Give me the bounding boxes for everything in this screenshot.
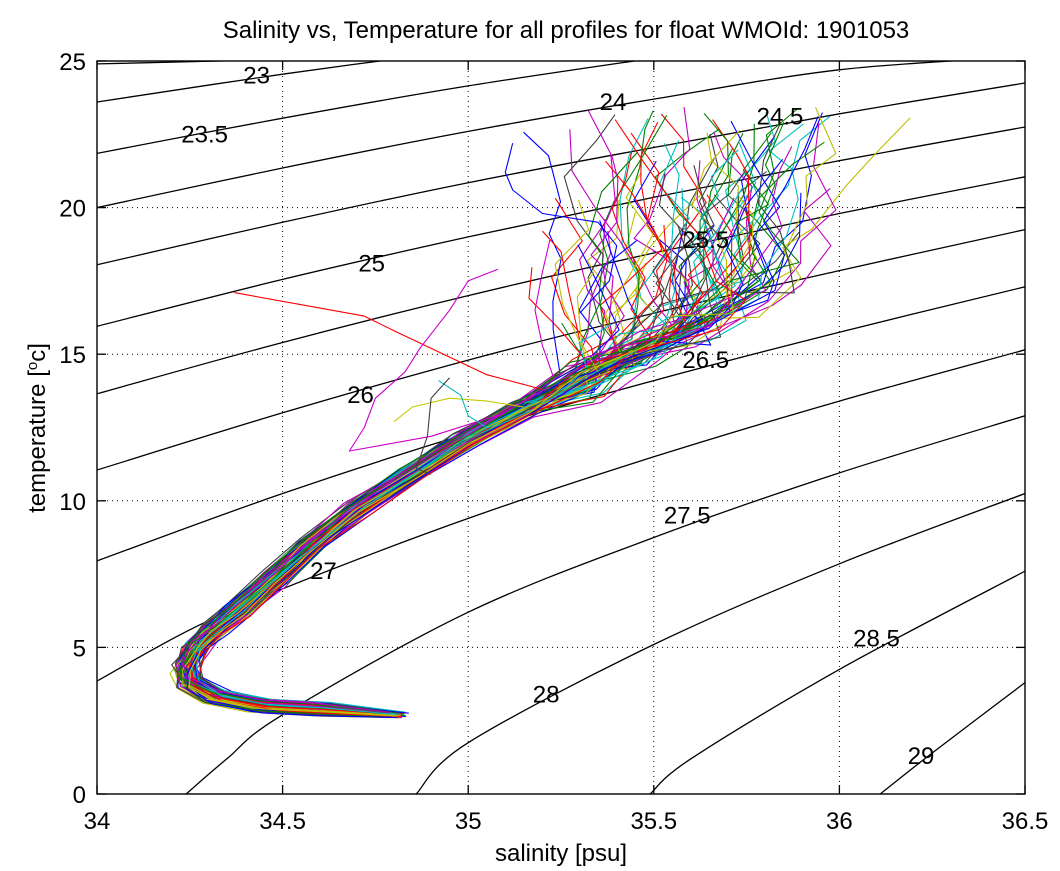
density-contour-24.5 [97,61,961,209]
profile-branches [234,142,618,475]
contour-label: 28 [533,681,560,708]
profile-branch [541,230,581,340]
profile-line [186,158,784,719]
profile-line [194,119,747,718]
density-contours [97,61,1025,794]
x-tick-label: 36 [826,808,853,835]
contour-label: 27.5 [664,502,711,529]
y-tick-label: 10 [59,489,86,516]
y-axis-label-prefix: temperature [ [24,370,51,513]
y-axis-label-suffix: c] [24,343,51,362]
density-contour-25 [97,82,1025,266]
profile-line [195,143,680,716]
profile-branch [393,397,524,423]
profile-line [183,114,624,713]
profile-line [173,199,590,716]
contour-label: 24 [600,89,627,116]
profile-line [175,231,800,713]
density-contour-29 [649,570,1025,794]
profile-line [199,115,668,717]
profile-line [187,123,837,719]
y-tick-label: 5 [73,635,86,662]
profile-line [185,197,599,714]
profile-line [182,146,793,714]
x-axis-label: salinity [psu] [495,840,627,867]
density-contour-27.5 [97,349,1025,682]
y-axis-label: temperature [oc] [24,343,51,513]
profile-line [199,173,722,714]
contour-labels: 23 23.5 24 24.5 25 25.5 26 26.5 27 27.5 28 28.5 29 [181,63,934,770]
y-tick-label: 0 [73,782,86,809]
profile-branch [234,292,543,390]
density-contour-24 [97,61,639,155]
profile-line [186,120,781,714]
profile-line [192,150,657,714]
profile-line [179,194,761,718]
profile-branch [348,268,506,452]
density-contour-28 [185,415,1025,794]
grid-lines [97,61,1025,794]
profile-line [178,128,720,716]
profile-branch [504,142,618,314]
y-tick-label: 20 [59,196,86,223]
y-axis-label-superscript: o [24,362,41,370]
density-contour-27 [97,286,1025,562]
x-tick-label: 34 [84,808,111,835]
profile-line [194,116,819,714]
profile-line [188,196,755,717]
profile-line [179,151,639,714]
profile-branch [438,380,488,428]
density-contour-28.5 [415,492,1025,794]
profile-line [171,165,715,715]
contour-label: 29 [908,743,935,770]
profile-line [182,111,776,718]
y-tick-label: 15 [59,342,86,369]
profile-line [179,107,800,715]
profile-line [186,323,613,715]
density-contour-23 [97,61,248,65]
x-tick-label: 35 [455,808,482,835]
contour-label: 25 [358,250,385,277]
density-contour-26 [97,176,1025,395]
profile-line [176,112,729,718]
profile-line [180,110,654,714]
contour-label: 25.5 [682,227,729,254]
density-contour-26.5 [97,228,1025,471]
chart-title: Salinity vs, Temperature for all profile… [223,17,910,44]
profile-line [175,132,758,714]
density-contour-29.5 [879,682,1025,794]
profile-line [187,133,719,713]
profile-line [183,224,693,715]
profile-line [182,123,759,716]
profile-line [177,230,612,713]
profile-line [181,109,619,713]
x-tick-label: 36.5 [1002,808,1049,835]
contour-label: 23.5 [181,121,228,148]
density-contour-23.5 [97,61,385,103]
contour-label: 28.5 [853,626,900,653]
profile-line [192,322,598,717]
axis-ticks [96,60,1026,795]
profile-branch [534,239,555,378]
axis-tick-labels: 34 34.5 35 35.5 36 36.5 0 5 10 15 20 25 [59,49,1048,835]
profile-lines [169,107,911,719]
contour-label: 26.5 [682,347,729,374]
profile-line [179,129,741,717]
profile-branch [415,377,451,475]
x-tick-label: 35.5 [630,808,677,835]
profile-line [184,119,751,716]
profile-line [187,190,751,715]
contour-label: 26 [347,382,374,409]
profile-line [183,107,691,716]
y-tick-label: 25 [59,49,86,76]
plot-frame [96,60,1026,795]
profile-line [174,132,677,716]
contour-label: 23 [243,63,270,90]
contour-label: 27 [310,558,337,585]
x-tick-label: 34.5 [259,808,306,835]
contour-label: 24.5 [757,104,804,131]
